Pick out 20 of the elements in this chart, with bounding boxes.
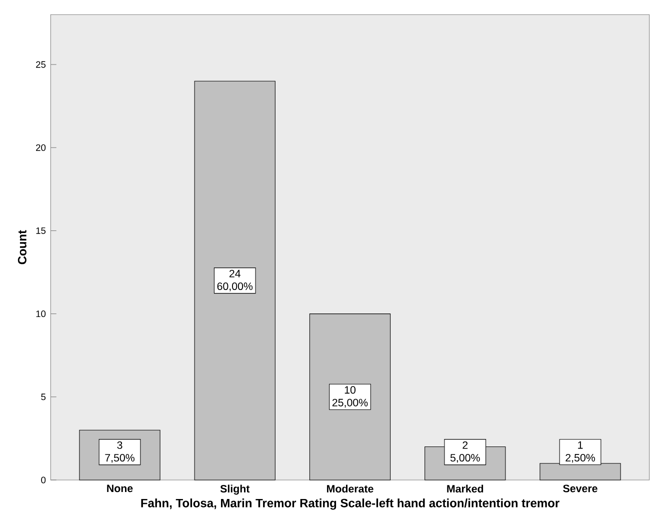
bar: [309, 314, 391, 480]
y-tick-label: 5: [41, 394, 46, 400]
x-tick-label: Marked: [447, 484, 484, 493]
x-tick-label: Slight: [220, 484, 250, 495]
x-tick-label: None: [107, 484, 133, 492]
y-tick-label: 10: [36, 310, 46, 318]
data-label: 1 2,50%: [566, 442, 595, 463]
bar: [194, 81, 276, 480]
data-label: 24 60,00%: [217, 270, 253, 292]
y-axis-title: Count: [18, 230, 26, 264]
x-tick-label: Moderate: [327, 484, 374, 493]
y-tick-label: 15: [36, 228, 46, 234]
data-label: 10 25,00%: [332, 386, 368, 408]
data-label: 2 5,00%: [450, 442, 480, 463]
y-tick-label: 20: [36, 144, 46, 152]
y-tick-label: 0: [41, 476, 46, 484]
y-tick-label: 25: [36, 61, 46, 68]
x-axis-title: Fahn, Tolosa, Marin Tremor Rating Scale-left hand action/intention tremor: [141, 498, 560, 510]
data-label: 3 7,50%: [105, 442, 134, 463]
x-tick-label: Severe: [563, 484, 598, 492]
